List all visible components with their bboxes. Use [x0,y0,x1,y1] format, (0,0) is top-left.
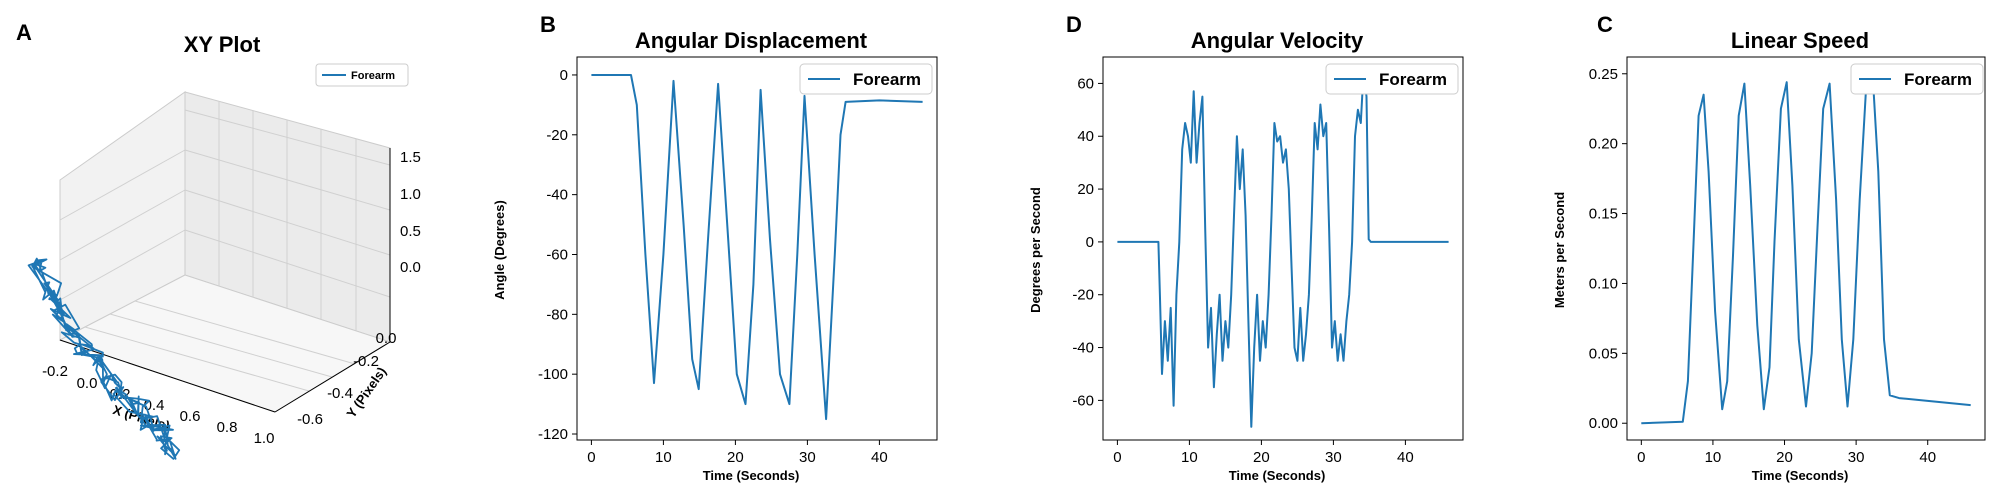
y-axis-label: Angle (Degrees) [492,200,507,300]
y-tick-label: -60 [1072,392,1094,409]
chart-title: Angular Displacement [635,28,868,53]
y-tick-label: -20 [1072,287,1094,304]
grid-lines [59,101,391,392]
x-tick-label: 30 [1848,449,1865,466]
y-axis-label: Meters per Second [1552,192,1567,308]
y-tick-label: -40 [1072,340,1094,357]
y-tick-label: -120 [538,426,568,443]
legend-label: Forearm [853,70,921,89]
plot-frame [1102,56,1464,441]
x-tick-label: 0 [1637,449,1645,466]
legend: Forearm [1325,63,1459,95]
panel-d: D Angular Velocity 0 10 20 30 40 -60 -40 -20 0 20… [1028,12,1464,483]
y-axis-label: Degrees per Second [1028,187,1043,313]
x-tick-label: 1.0 [254,430,275,447]
x-tick-label: 40 [1397,449,1414,466]
y-tick-label: -100 [538,366,568,383]
series-line-forearm [27,257,181,460]
y-tick-label: -0.6 [297,411,323,428]
x-tick-label: 10 [1181,449,1198,466]
x-tick-label: 0 [1113,449,1121,466]
y-tick-label: -0.4 [327,385,353,402]
z-tick-label: 1.5 [400,149,421,166]
legend: Forearm [315,63,409,87]
y-tick-label: 0.05 [1589,345,1618,362]
z-tick-label: 0.0 [400,259,421,276]
x-tick-label: 30 [1325,449,1342,466]
series-line-forearm [1117,69,1449,428]
x-tick-label: 0.6 [180,408,201,425]
y-tick-label: -60 [546,246,568,263]
y-tick-label: 20 [1077,181,1094,198]
y-tick-label: -0.2 [353,353,379,370]
y-tick-label: 40 [1077,128,1094,145]
x-tick-label: 0.8 [217,419,238,436]
panel-letter: A [16,20,32,45]
y-tick-label: 0.00 [1589,415,1618,432]
y-tick-label: -40 [546,187,568,204]
panel-letter: D [1066,12,1082,37]
z-tick-label: 1.0 [400,186,421,203]
y-tick-label: 0.20 [1589,136,1618,153]
y-tick-label: -20 [546,127,568,144]
x-tick-label: 10 [1705,449,1722,466]
plot-area: 0 10 20 30 40 -120 -100 -80 -60 -40 -20 0 [538,56,938,466]
legend-box [1325,63,1459,95]
x-tick-label: 0 [587,449,595,466]
y-tick-label: 0.10 [1589,275,1618,292]
z-tick-label: 0.5 [400,223,421,240]
x-tick-label: 30 [799,449,816,466]
x-tick-label: 20 [1776,449,1793,466]
y-ticks: -0.6 -0.4 -0.2 0.0 [297,330,396,428]
x-tick-label: 20 [727,449,744,466]
panel-letter: B [540,12,556,37]
plot-frame [576,56,938,441]
y-tick-label: 0.0 [376,330,397,347]
legend: Forearm [799,63,933,95]
legend-label: Forearm [351,70,395,82]
panel-a: A XY Plot -0.2 [16,20,421,460]
z-ticks: 0.0 0.5 1.0 1.5 [400,149,421,276]
x-axis-label: Time (Seconds) [1229,468,1326,483]
y-tick-label: 60 [1077,75,1094,92]
x-tick-label: 40 [871,449,888,466]
chart-title: Angular Velocity [1191,28,1364,53]
y-axis-line [274,341,391,413]
plot-frame [1626,56,1986,441]
y-tick-label: 0 [560,67,568,84]
y-tick-label: -80 [546,306,568,323]
legend-box [315,63,409,87]
legend-label: Forearm [1904,70,1972,89]
plot-area: 0 10 20 30 40 0.00 0.05 0.10 0.15 0.20 0.25 [1589,56,1986,466]
series-line-forearm-3d [27,257,181,460]
panel-letter: C [1597,12,1613,37]
y-tick-label: 0 [1086,234,1094,251]
x-tick-label: 40 [1919,449,1936,466]
plot-area: 0 10 20 30 40 -60 -40 -20 0 20 40 60 [1072,56,1464,466]
x-tick-label: -0.2 [42,363,68,380]
series-line-forearm [591,74,923,421]
x-tick-label: 0.0 [77,375,98,392]
legend-box [799,63,933,95]
chart-title: XY Plot [184,32,261,57]
legend: Forearm [1850,63,1984,95]
x-axis-line [59,339,276,413]
panel-b: B Angular Displacement 0 10 20 30 40 -120 -100… [492,12,938,483]
panel-c: C Linear Speed 0 10 20 30 40 0.00 0.05 0.10 0.15… [1552,12,1986,483]
y-tick-label: 0.25 [1589,66,1618,83]
y-tick-label: 0.15 [1589,206,1618,223]
legend-label: Forearm [1379,70,1447,89]
x-tick-label: 20 [1253,449,1270,466]
legend-box [1850,63,1984,95]
chart-title: Linear Speed [1731,28,1869,53]
x-axis-label: Time (Seconds) [703,468,800,483]
x-tick-label: 10 [655,449,672,466]
x-axis-label: Time (Seconds) [1752,468,1849,483]
